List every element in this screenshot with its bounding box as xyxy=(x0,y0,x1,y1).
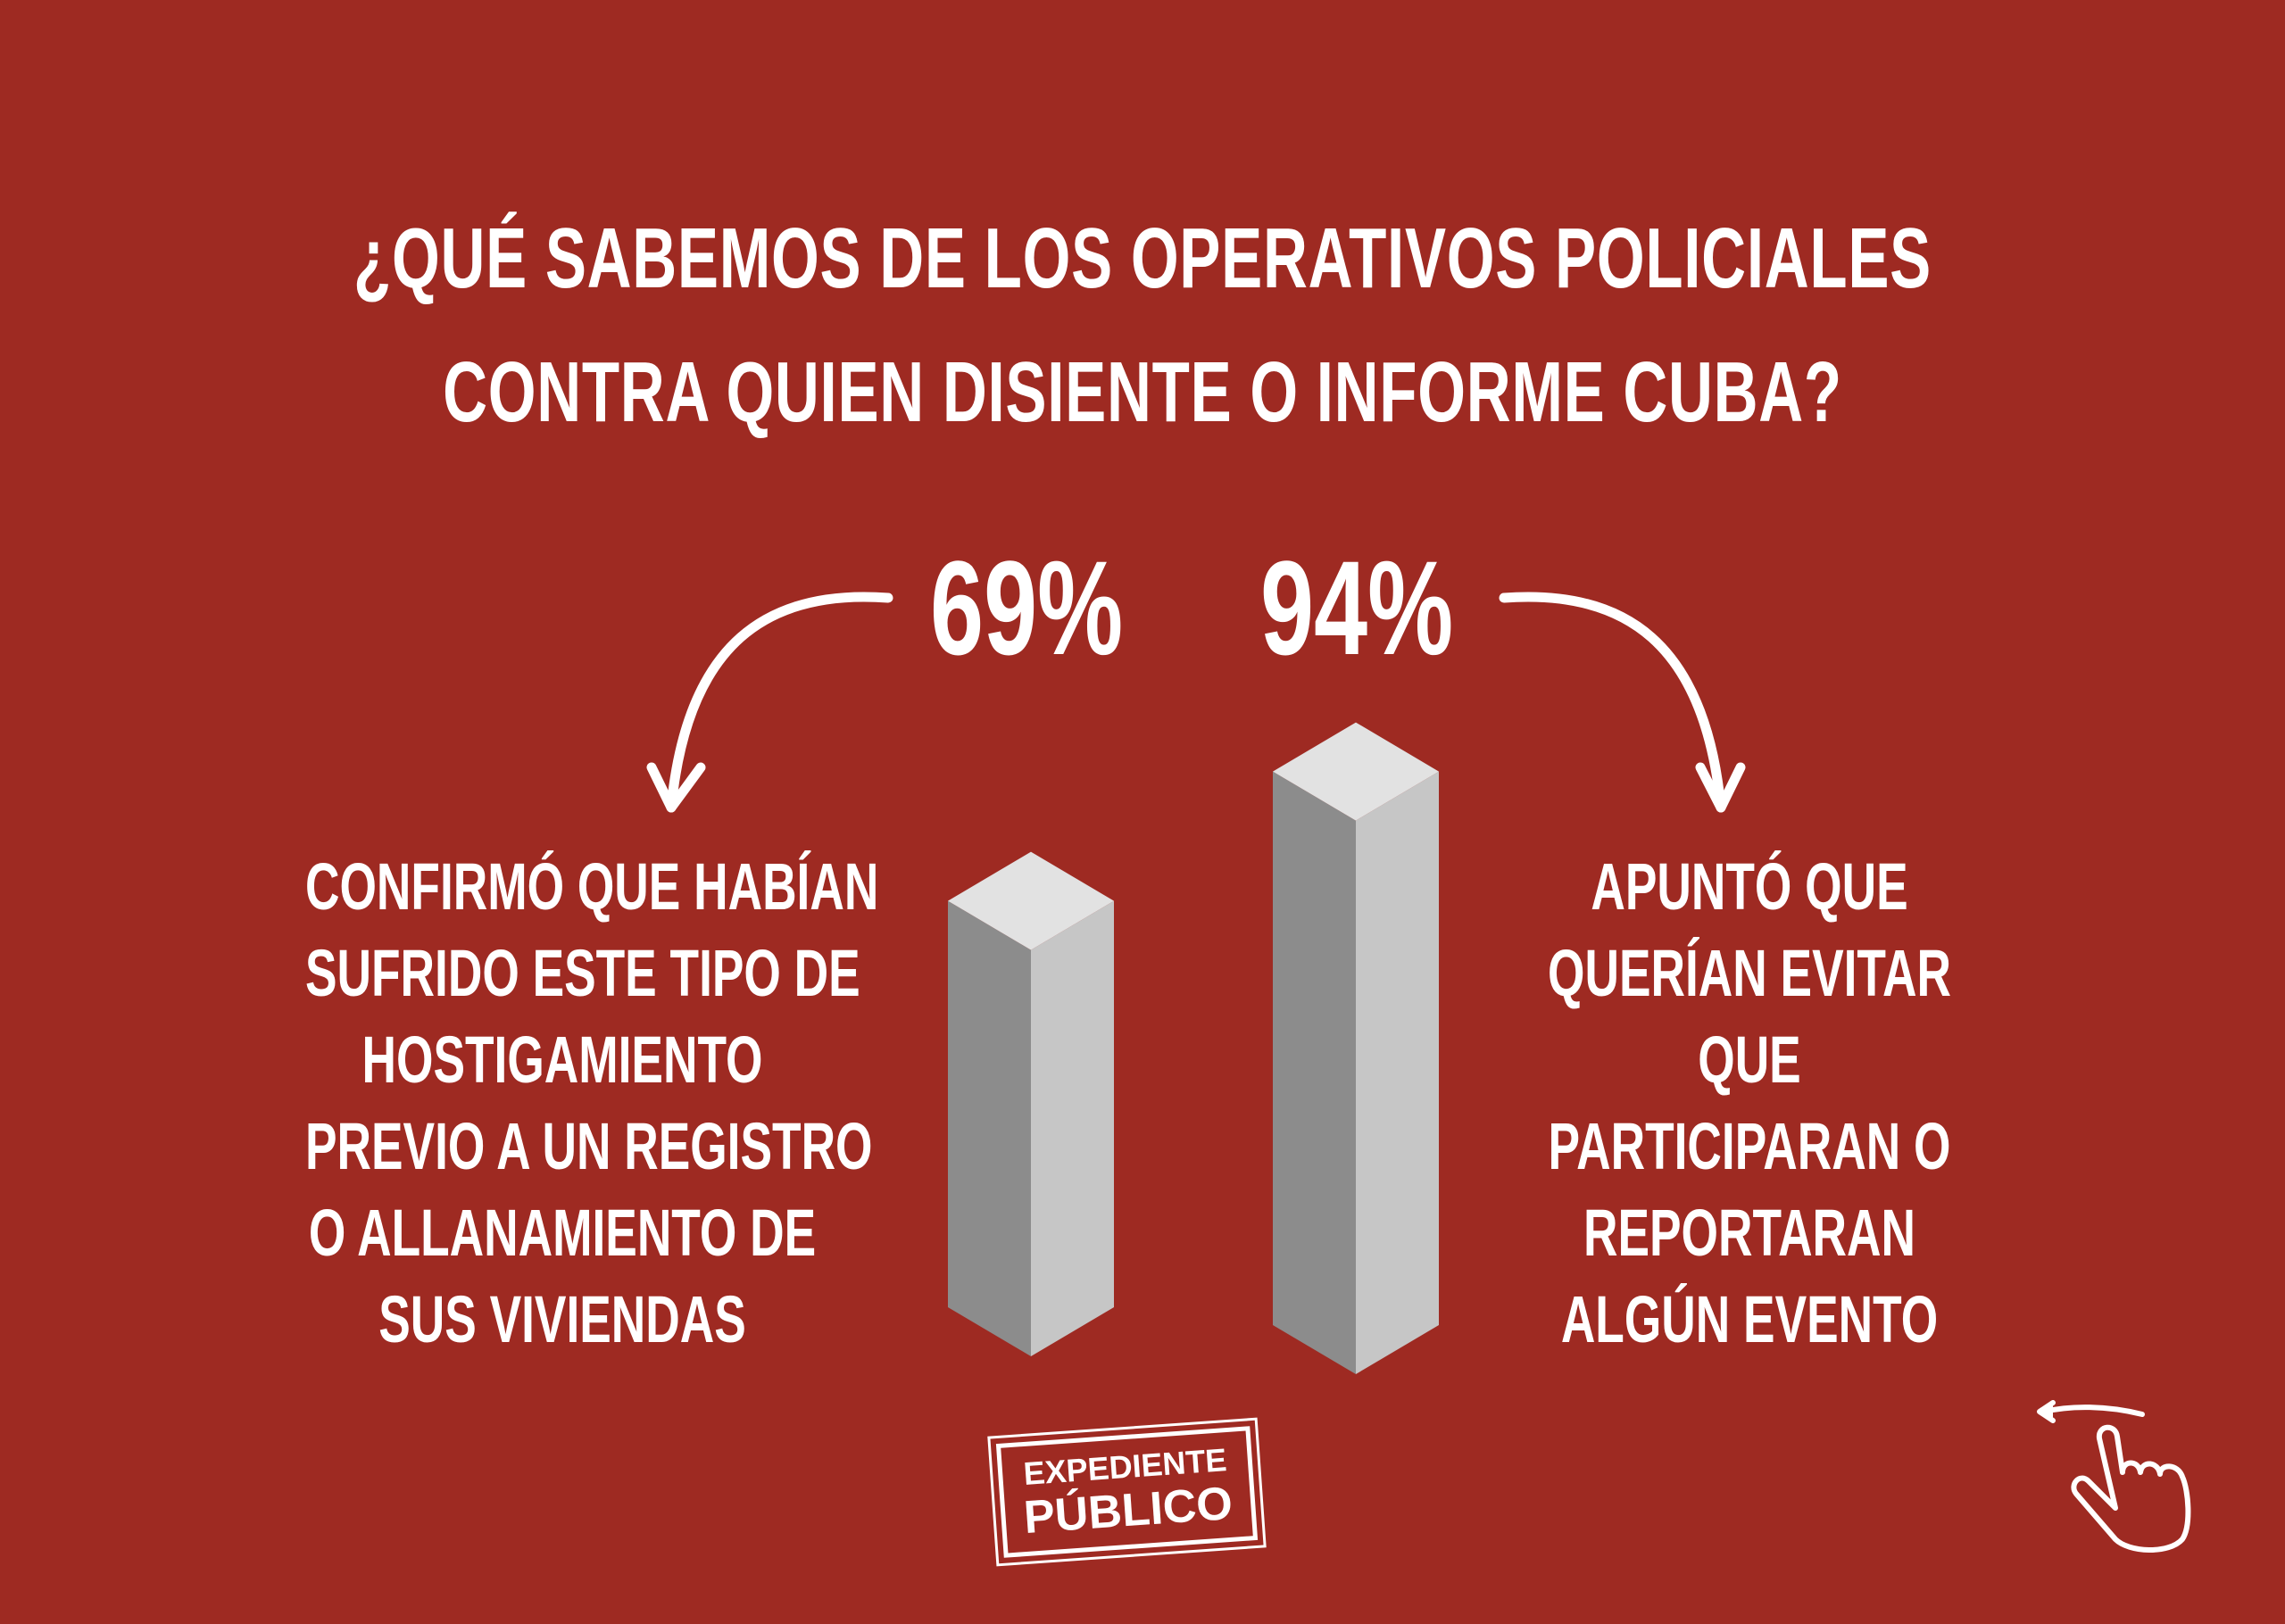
desc-line: SUFRIDO ESTE TIPO DE xyxy=(305,936,860,1010)
desc-line: QUERÍAN EVITAR xyxy=(1548,936,1951,1010)
expediente-publico-logo: EXPEDIENTE PÚBLICO xyxy=(987,1416,1267,1568)
desc-line: SUS VIVIENDAS xyxy=(378,1282,746,1356)
data-label-69: 69% xyxy=(930,533,1124,683)
desc-line: REPORTARAN xyxy=(1583,1196,1915,1270)
left-description: CONFIRMÓ QUE HABÍAN SUFRIDO ESTE TIPO DE… xyxy=(205,843,919,1363)
desc-line: QUE xyxy=(1698,1023,1801,1097)
desc-line: CONFIRMÓ QUE HABÍAN xyxy=(305,849,879,924)
bar-94-right-face xyxy=(1356,771,1439,1374)
arrowhead-right xyxy=(1695,762,1746,813)
arrowhead-left xyxy=(646,762,706,813)
curved-arrow-left xyxy=(666,592,893,813)
desc-line: HOSTIGAMIENTO xyxy=(361,1023,763,1097)
bar-94-top-face xyxy=(1273,722,1439,821)
bar-69-top-face xyxy=(948,851,1114,950)
bar-69-right-face xyxy=(1031,900,1114,1356)
title-line-2: CONTRA QUIEN DISIENTE O INFORME CUBA? xyxy=(443,344,1842,440)
swipe-hand-icon xyxy=(2037,1400,2191,1553)
bar-69-left-face xyxy=(948,900,1031,1356)
desc-line: O ALLANAMIENTO DE xyxy=(308,1196,817,1270)
desc-line: ALGÚN EVENTO xyxy=(1560,1282,1939,1356)
title-line-1: ¿QUÉ SABEMOS DE LOS OPERATIVOS POLICIALE… xyxy=(353,211,1932,306)
chart-title: ¿QUÉ SABEMOS DE LOS OPERATIVOS POLICIALE… xyxy=(0,192,2285,460)
data-label-94: 94% xyxy=(1260,533,1454,683)
right-description: APUNTÓ QUE QUERÍAN EVITAR QUE PARTICIPAR… xyxy=(1392,843,2106,1363)
desc-line: APUNTÓ QUE xyxy=(1591,849,1908,924)
desc-line: PARTICIPARAN O xyxy=(1548,1109,1951,1183)
curved-arrow-right xyxy=(1499,592,1726,813)
bar-94-left-face xyxy=(1273,771,1356,1374)
desc-line: PREVIO A UN REGISTRO xyxy=(305,1109,873,1183)
